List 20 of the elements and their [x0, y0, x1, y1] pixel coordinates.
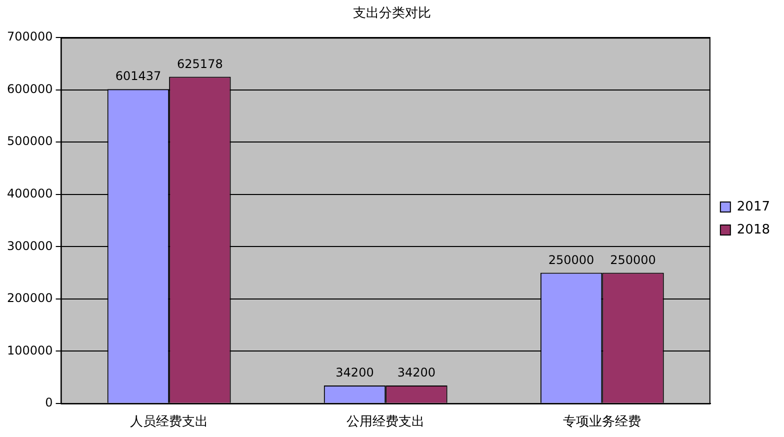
- legend-label: 2017: [736, 199, 770, 214]
- y-tick-label: 100000: [6, 343, 53, 358]
- data-label: 625178: [177, 56, 223, 71]
- data-label: 250000: [610, 252, 656, 267]
- legend-label: 2018: [736, 222, 770, 238]
- data-label: 250000: [548, 252, 594, 267]
- data-label: 34200: [397, 366, 436, 380]
- y-tick-label: 300000: [6, 238, 53, 253]
- x-tick-label: 公用经费支出: [346, 414, 425, 430]
- chart-title: 支出分类对比: [353, 6, 431, 22]
- x-tick-label: 专项业务经费: [563, 414, 642, 430]
- y-tick-label: 400000: [6, 186, 53, 200]
- y-tick-label: 600000: [6, 82, 53, 96]
- data-label: 34200: [336, 366, 374, 380]
- data-label: 601437: [115, 69, 162, 84]
- y-tick-label: 700000: [6, 30, 53, 44]
- y-tick-label: 500000: [6, 134, 53, 148]
- x-tick-label: 人员经费支出: [130, 414, 208, 430]
- y-tick-label: 0: [45, 396, 53, 410]
- y-tick-label: 200000: [6, 291, 53, 306]
